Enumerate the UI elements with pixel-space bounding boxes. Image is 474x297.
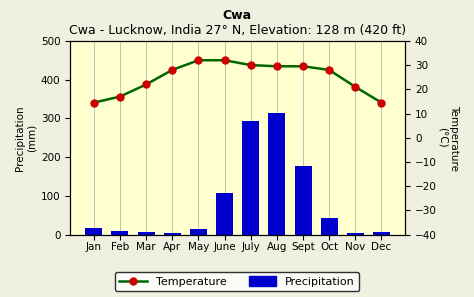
Text: Cwa: Cwa [222, 9, 252, 22]
Y-axis label: Temperature
(°C): Temperature (°C) [438, 105, 459, 171]
Bar [321, 218, 337, 235]
Title: Cwa - Lucknow, India 27° N, Elevation: 128 m (420 ft): Cwa - Lucknow, India 27° N, Elevation: 1… [69, 24, 406, 37]
Bar [85, 228, 102, 235]
Bar [242, 121, 259, 235]
Bar [373, 232, 390, 235]
Bar [268, 113, 285, 235]
Bar [164, 233, 181, 235]
Bar [137, 232, 155, 235]
Bar [347, 233, 364, 235]
Bar [111, 231, 128, 235]
Bar [216, 193, 233, 235]
Bar [190, 229, 207, 235]
Y-axis label: Precipitation
(mm): Precipitation (mm) [15, 105, 36, 170]
Legend: Temperature, Precipitation: Temperature, Precipitation [115, 272, 359, 291]
Bar [294, 166, 311, 235]
